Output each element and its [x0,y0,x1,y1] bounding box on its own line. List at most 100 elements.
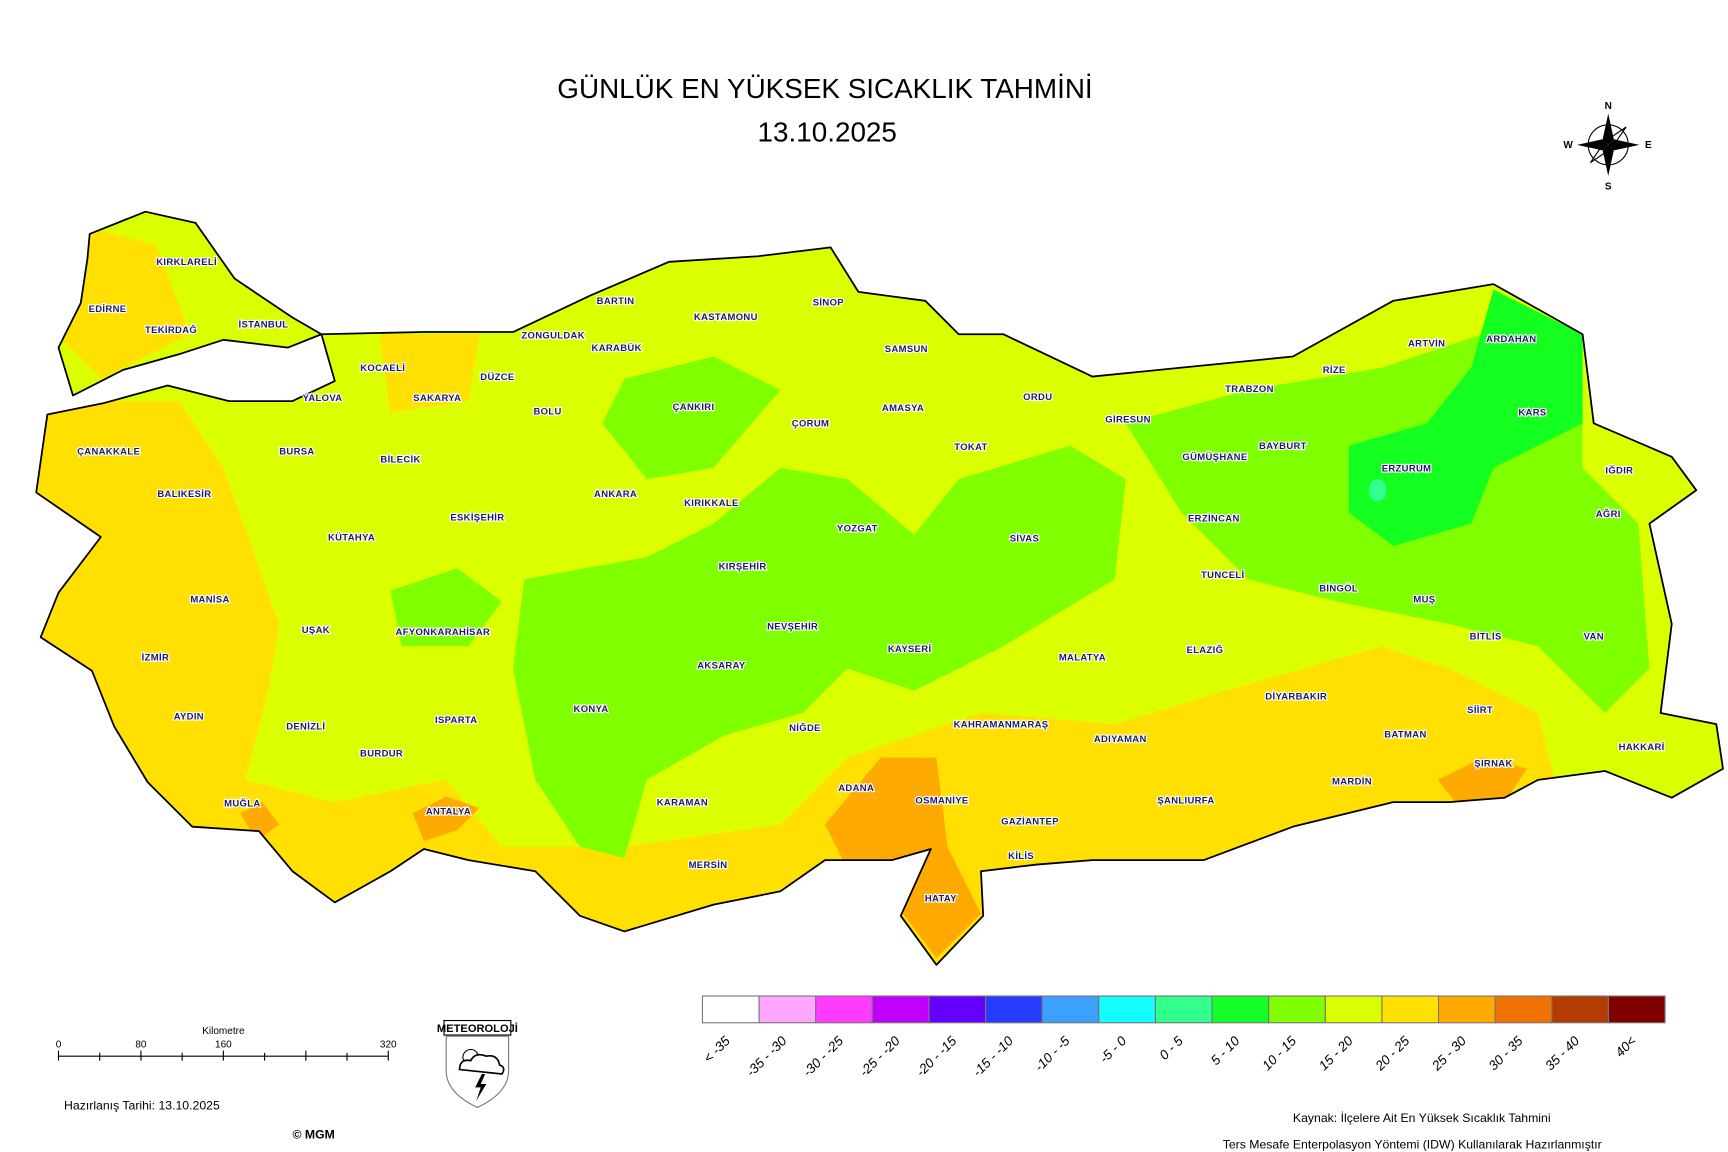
province-label: BARTIN [597,296,635,307]
province-label: TUNCELİ [1201,570,1244,581]
province-label: DENİZLİ [286,722,325,733]
province-label: KIRKLARELİ [156,257,217,268]
province-label: KIRŞEHİR [719,561,767,572]
legend-swatch [1098,995,1156,1024]
temperature-zone-warm [379,334,480,413]
legend-swatch [1494,995,1553,1024]
province-label: MALATYA [1059,653,1106,664]
province-label: ÇORUM [792,419,829,430]
legend-swatch [1381,995,1440,1024]
province-label: ŞANLIURFA [1157,795,1214,806]
province-label: NEVŞEHİR [767,621,818,632]
province-label: ERZURUM [1382,463,1432,474]
province-label: BİLECİK [380,454,420,465]
province-label: KÜTAHYA [328,532,375,543]
province-label: HATAY [925,893,957,904]
legend-label: 10 - 15 [1259,1033,1299,1073]
legend-label: -20 - -15 [913,1033,960,1080]
province-label: SAMSUN [885,344,928,355]
legend-swatch [1438,995,1496,1024]
temperature-zone-cool [1348,289,1583,546]
province-label: GİRESUN [1105,414,1150,425]
province-label: ARTVİN [1408,338,1445,349]
province-label: TOKAT [954,442,987,453]
province-label: ANKARA [594,489,637,500]
province-label: ÇANKIRI [673,402,715,413]
province-label: SAKARYA [413,393,461,404]
province-label: SİVAS [1010,533,1039,544]
legend-label: -30 - -25 [800,1033,847,1080]
province-label: IĞDIR [1605,465,1633,477]
scale-bar: Kilometre 0 80 160 320 [56,1026,397,1061]
province-label: KİLİS [1008,851,1034,862]
province-label: MERSİN [689,860,728,871]
province-label: YALOVA [303,393,343,404]
province-label: ANTALYA [426,806,471,817]
province-label: KARABÜK [592,343,642,354]
province-label: BURDUR [360,748,403,759]
province-label: ÇANAKKALE [77,447,140,458]
color-legend: < -35 -35 - -30 -30 - -25 -25 - -20 -20 - -1… [700,995,1666,1080]
method-text: Ters Mesafe Enterpolasyon Yöntemi (IDW) … [1223,1138,1602,1152]
province-label: TRABZON [1225,384,1274,395]
legend-label: 0 - 5 [1156,1033,1186,1063]
province-label: DÜZCE [480,372,514,383]
temperature-zone-coolest [1368,479,1387,502]
country-outline [35,210,1724,966]
compass-s: S [1605,181,1612,192]
legend-swatch [1211,995,1270,1024]
province-label: NİĞDE [789,722,821,734]
province-label: İZMİR [142,653,169,664]
legend-swatch [1154,995,1213,1024]
province-label: KAYSERİ [888,644,932,655]
province-label: SİNOP [813,297,844,308]
legend-label: 15 - 20 [1316,1033,1356,1073]
legend-label: 35 - 40 [1542,1033,1582,1073]
legend-label: -10 - -5 [1032,1033,1073,1074]
province-label: ŞIRNAK [1474,759,1512,770]
copyright: © MGM [292,1128,334,1142]
province-label: BAYBURT [1259,441,1307,452]
temperature-zone-hot [240,802,280,842]
legend-swatch [928,995,987,1024]
scale-tick-label: 160 [215,1039,232,1050]
scale-tick-label: 80 [135,1039,147,1050]
legend-swatch [985,995,1043,1024]
scale-unit: Kilometre [202,1026,245,1037]
legend-swatch [758,995,817,1024]
province-label: OSMANİYE [915,795,968,806]
province-label: GÜMÜŞHANE [1182,452,1247,463]
province-label: KARS [1518,408,1546,419]
province-label: HAKKARİ [1619,742,1665,753]
province-label: KAHRAMANMARAŞ [954,720,1049,731]
province-label: VAN [1584,632,1604,643]
source-text: Kaynak: İlçelere Ait En Yüksek Sıcaklık … [1293,1111,1551,1125]
province-label: ISPARTA [435,715,478,726]
province-label: MUĞLA [224,798,260,810]
temperature-zone-mild [390,568,502,647]
legend-label: 40< [1612,1033,1639,1060]
scale-tick-label: 320 [380,1039,397,1050]
province-label: BURSA [279,447,314,458]
legend-label: 5 - 10 [1208,1033,1243,1068]
legend-swatch [701,995,760,1024]
temperature-zone-mild [513,445,1126,858]
compass-rose: N S E W [1563,101,1652,192]
logo-text: METEOROLOJİ [437,1022,518,1035]
legend-label: -35 - -30 [743,1033,790,1080]
province-label: EDİRNE [89,304,127,315]
legend-label: 25 - 30 [1428,1033,1469,1074]
temperature-zone-hot [412,796,480,842]
province-label: ORDU [1023,392,1052,403]
legend-swatch [815,995,873,1024]
province-label: ARDAHAN [1486,334,1536,345]
province-label: RİZE [1323,365,1346,376]
legend-label: -25 - -20 [856,1033,903,1080]
province-label: KONYA [574,704,609,715]
province-label: BİTLİS [1470,632,1502,643]
compass-w: W [1563,140,1573,151]
province-label: KASTAMONU [694,312,758,323]
province-label: ADIYAMAN [1094,734,1147,745]
province-label: KIRIKKALE [684,498,739,509]
province-label: BOLU [534,406,562,417]
